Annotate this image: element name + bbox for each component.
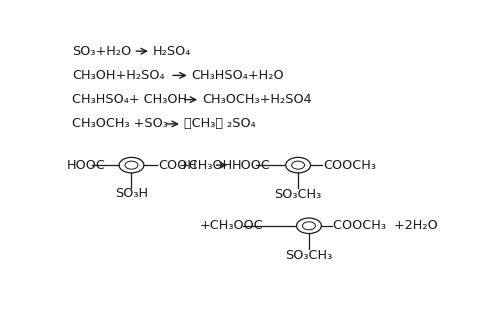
Text: COOCH₃: COOCH₃ [324, 159, 376, 172]
Text: HOOC: HOOC [232, 159, 270, 172]
Text: COOH: COOH [158, 159, 197, 172]
Text: SO₃+H₂O: SO₃+H₂O [72, 45, 132, 58]
Text: CH₃HSO₄+ CH₃OH: CH₃HSO₄+ CH₃OH [72, 93, 188, 106]
Text: H₂SO₄: H₂SO₄ [152, 45, 191, 58]
Text: （CH₃） ₂SO₄: （CH₃） ₂SO₄ [184, 117, 256, 130]
Text: CH₃OCH₃+H₂SO4: CH₃OCH₃+H₂SO4 [202, 93, 312, 106]
Text: SO₃CH₃: SO₃CH₃ [274, 188, 322, 201]
Text: SO₃CH₃: SO₃CH₃ [286, 249, 333, 262]
Text: CH₃HSO₄+H₂O: CH₃HSO₄+H₂O [191, 69, 284, 82]
Text: CH₃OCH₃ +SO₃: CH₃OCH₃ +SO₃ [72, 117, 168, 130]
Text: +CH₃OH: +CH₃OH [179, 159, 233, 172]
Text: COOCH₃  +2H₂O: COOCH₃ +2H₂O [332, 219, 438, 232]
Text: HOOC: HOOC [66, 159, 105, 172]
Text: CH₃OH+H₂SO₄: CH₃OH+H₂SO₄ [72, 69, 165, 82]
Text: +CH₃OOC: +CH₃OOC [200, 219, 264, 232]
Text: SO₃H: SO₃H [115, 187, 148, 200]
